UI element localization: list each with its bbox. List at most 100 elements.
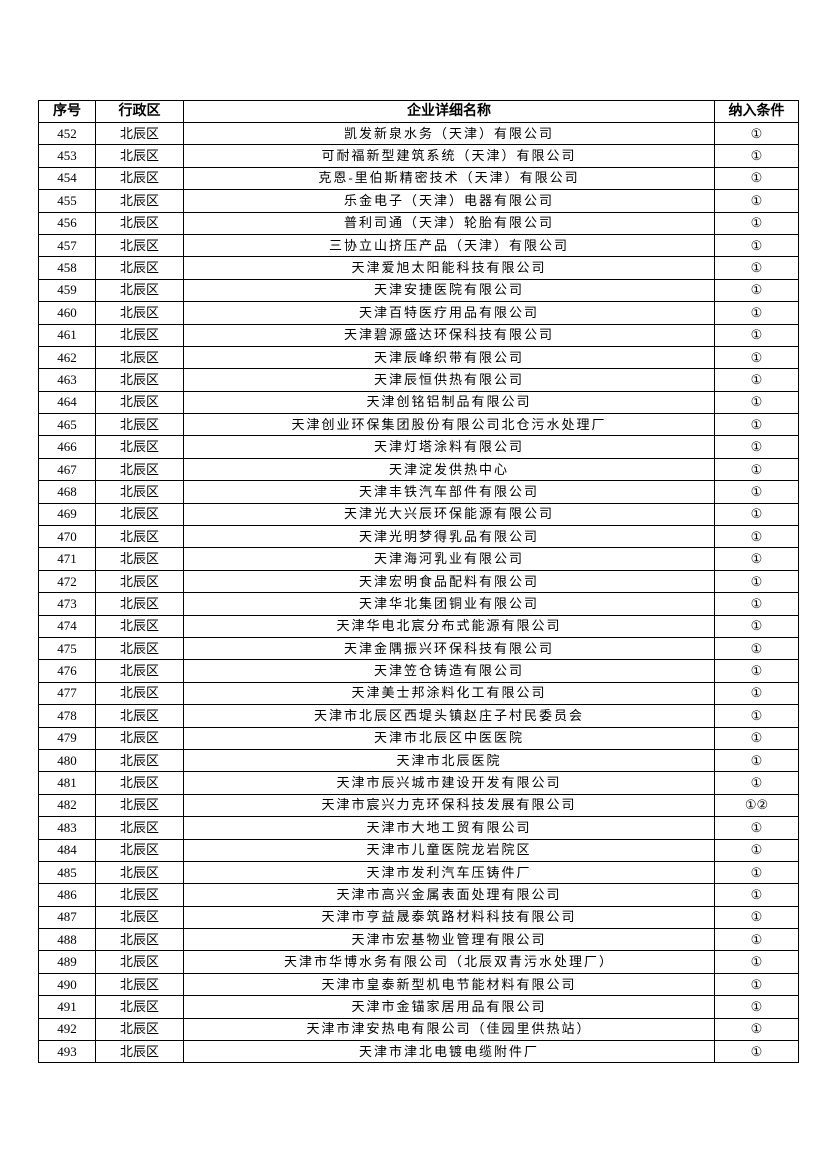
table-row: 487 北辰区 天津市亨益晟泰筑路材料科技有限公司 ① bbox=[38, 905, 799, 930]
table-row: 492 北辰区 天津市津安热电有限公司（佳园里供热站） ① bbox=[38, 1017, 799, 1042]
cell-district: 北辰区 bbox=[95, 121, 184, 146]
cell-criteria: ① bbox=[714, 972, 799, 997]
cell-company-name: 天津市华博水务有限公司（北辰双青污水处理厂） bbox=[183, 950, 715, 974]
table-row: 463 北辰区 天津辰恒供热有限公司 ① bbox=[38, 368, 799, 392]
table-row: 473 北辰区 天津华北集团铜业有限公司 ① bbox=[38, 592, 799, 616]
cell-criteria: ① bbox=[714, 121, 799, 146]
table-row: 469 北辰区 天津光大兴辰环保能源有限公司 ① bbox=[38, 502, 799, 527]
cell-index: 459 bbox=[38, 278, 96, 303]
cell-district: 北辰区 bbox=[95, 1017, 184, 1042]
cell-criteria: ①② bbox=[714, 793, 799, 818]
cell-criteria: ① bbox=[714, 278, 799, 303]
cell-district: 北辰区 bbox=[95, 950, 184, 974]
cell-company-name: 天津爱旭太阳能科技有限公司 bbox=[183, 256, 715, 280]
cell-company-name: 天津美士邦涂料化工有限公司 bbox=[183, 681, 715, 706]
cell-index: 490 bbox=[38, 972, 96, 997]
cell-index: 453 bbox=[38, 144, 96, 168]
table-row: 452 北辰区 凯发新泉水务（天津）有限公司 ① bbox=[38, 121, 799, 146]
table-row: 491 北辰区 天津市金锚家居用品有限公司 ① bbox=[38, 995, 799, 1019]
table-row: 483 北辰区 天津市大地工贸有限公司 ① bbox=[38, 816, 799, 840]
table-row: 458 北辰区 天津爱旭太阳能科技有限公司 ① bbox=[38, 256, 799, 280]
cell-company-name: 天津华电北宸分布式能源有限公司 bbox=[183, 614, 715, 638]
cell-company-name: 天津市宏基物业管理有限公司 bbox=[183, 928, 715, 952]
cell-criteria: ① bbox=[714, 636, 799, 661]
cell-district: 北辰区 bbox=[95, 972, 184, 997]
cell-criteria: ① bbox=[714, 883, 799, 907]
cell-company-name: 天津市北辰区中医医院 bbox=[183, 726, 715, 750]
cell-criteria: ① bbox=[714, 838, 799, 862]
cell-district: 北辰区 bbox=[95, 189, 184, 213]
cell-index: 489 bbox=[38, 950, 96, 974]
cell-index: 452 bbox=[38, 121, 96, 146]
cell-company-name: 天津市发利汽车压铸件厂 bbox=[183, 860, 715, 885]
cell-index: 468 bbox=[38, 480, 96, 504]
cell-company-name: 天津市北辰区西堤头镇赵庄子村民委员会 bbox=[183, 704, 715, 728]
cell-criteria: ① bbox=[714, 1040, 799, 1064]
cell-criteria: ① bbox=[714, 950, 799, 974]
cell-index: 467 bbox=[38, 457, 96, 482]
cell-index: 472 bbox=[38, 569, 96, 594]
cell-criteria: ① bbox=[714, 547, 799, 571]
header-row: 序号 行政区 企业详细名称 纳入条件 bbox=[38, 100, 799, 123]
cell-criteria: ① bbox=[714, 614, 799, 638]
cell-district: 北辰区 bbox=[95, 278, 184, 303]
cell-index: 471 bbox=[38, 547, 96, 571]
cell-company-name: 普利司通（天津）轮胎有限公司 bbox=[183, 211, 715, 235]
table-row: 488 北辰区 天津市宏基物业管理有限公司 ① bbox=[38, 928, 799, 952]
cell-district: 北辰区 bbox=[95, 592, 184, 616]
table-row: 474 北辰区 天津华电北宸分布式能源有限公司 ① bbox=[38, 614, 799, 638]
cell-company-name: 天津市高兴金属表面处理有限公司 bbox=[183, 883, 715, 907]
table-body: 452 北辰区 凯发新泉水务（天津）有限公司 ① 453 北辰区 可耐福新型建筑系统（天津）… bbox=[38, 121, 799, 1064]
table-row: 490 北辰区 天津市皇泰新型机电节能材料有限公司 ① bbox=[38, 972, 799, 997]
cell-index: 480 bbox=[38, 748, 96, 773]
cell-index: 491 bbox=[38, 995, 96, 1019]
table-row: 472 北辰区 天津宏明食品配料有限公司 ① bbox=[38, 569, 799, 594]
table-row: 486 北辰区 天津市高兴金属表面处理有限公司 ① bbox=[38, 883, 799, 907]
cell-index: 461 bbox=[38, 323, 96, 347]
cell-district: 北辰区 bbox=[95, 681, 184, 706]
cell-criteria: ① bbox=[714, 144, 799, 168]
header-criteria: 纳入条件 bbox=[714, 100, 799, 123]
cell-index: 466 bbox=[38, 435, 96, 459]
cell-index: 454 bbox=[38, 166, 96, 191]
cell-index: 483 bbox=[38, 816, 96, 840]
cell-company-name: 天津安捷医院有限公司 bbox=[183, 278, 715, 303]
cell-district: 北辰区 bbox=[95, 457, 184, 482]
cell-district: 北辰区 bbox=[95, 1040, 184, 1064]
cell-criteria: ① bbox=[714, 860, 799, 885]
cell-district: 北辰区 bbox=[95, 413, 184, 437]
cell-company-name: 可耐福新型建筑系统（天津）有限公司 bbox=[183, 144, 715, 168]
cell-company-name: 天津市北辰医院 bbox=[183, 748, 715, 773]
cell-company-name: 天津丰铁汽车部件有限公司 bbox=[183, 480, 715, 504]
cell-district: 北辰区 bbox=[95, 883, 184, 907]
table-row: 476 北辰区 天津笠仓铸造有限公司 ① bbox=[38, 659, 799, 683]
cell-criteria: ① bbox=[714, 771, 799, 795]
cell-district: 北辰区 bbox=[95, 659, 184, 683]
cell-criteria: ① bbox=[714, 413, 799, 437]
table-row: 466 北辰区 天津灯塔涂料有限公司 ① bbox=[38, 435, 799, 459]
header-company-name: 企业详细名称 bbox=[183, 100, 715, 123]
cell-criteria: ① bbox=[714, 480, 799, 504]
header-index: 序号 bbox=[38, 100, 96, 123]
table-row: 489 北辰区 天津市华博水务有限公司（北辰双青污水处理厂） ① bbox=[38, 950, 799, 974]
cell-company-name: 克恩-里伯斯精密技术（天津）有限公司 bbox=[183, 166, 715, 191]
cell-district: 北辰区 bbox=[95, 726, 184, 750]
cell-company-name: 三协立山挤压产品（天津）有限公司 bbox=[183, 233, 715, 258]
cell-criteria: ① bbox=[714, 345, 799, 370]
cell-company-name: 天津灯塔涂料有限公司 bbox=[183, 435, 715, 459]
cell-index: 460 bbox=[38, 301, 96, 325]
cell-criteria: ① bbox=[714, 928, 799, 952]
cell-criteria: ① bbox=[714, 816, 799, 840]
table-row: 479 北辰区 天津市北辰区中医医院 ① bbox=[38, 726, 799, 750]
cell-company-name: 天津市津北电镀电缆附件厂 bbox=[183, 1040, 715, 1064]
cell-criteria: ① bbox=[714, 457, 799, 482]
cell-criteria: ① bbox=[714, 256, 799, 280]
table-row: 464 北辰区 天津创铭铝制品有限公司 ① bbox=[38, 390, 799, 415]
cell-district: 北辰区 bbox=[95, 704, 184, 728]
cell-company-name: 天津百特医疗用品有限公司 bbox=[183, 301, 715, 325]
cell-district: 北辰区 bbox=[95, 211, 184, 235]
cell-criteria: ① bbox=[714, 1017, 799, 1042]
cell-district: 北辰区 bbox=[95, 793, 184, 818]
cell-criteria: ① bbox=[714, 435, 799, 459]
table-row: 478 北辰区 天津市北辰区西堤头镇赵庄子村民委员会 ① bbox=[38, 704, 799, 728]
